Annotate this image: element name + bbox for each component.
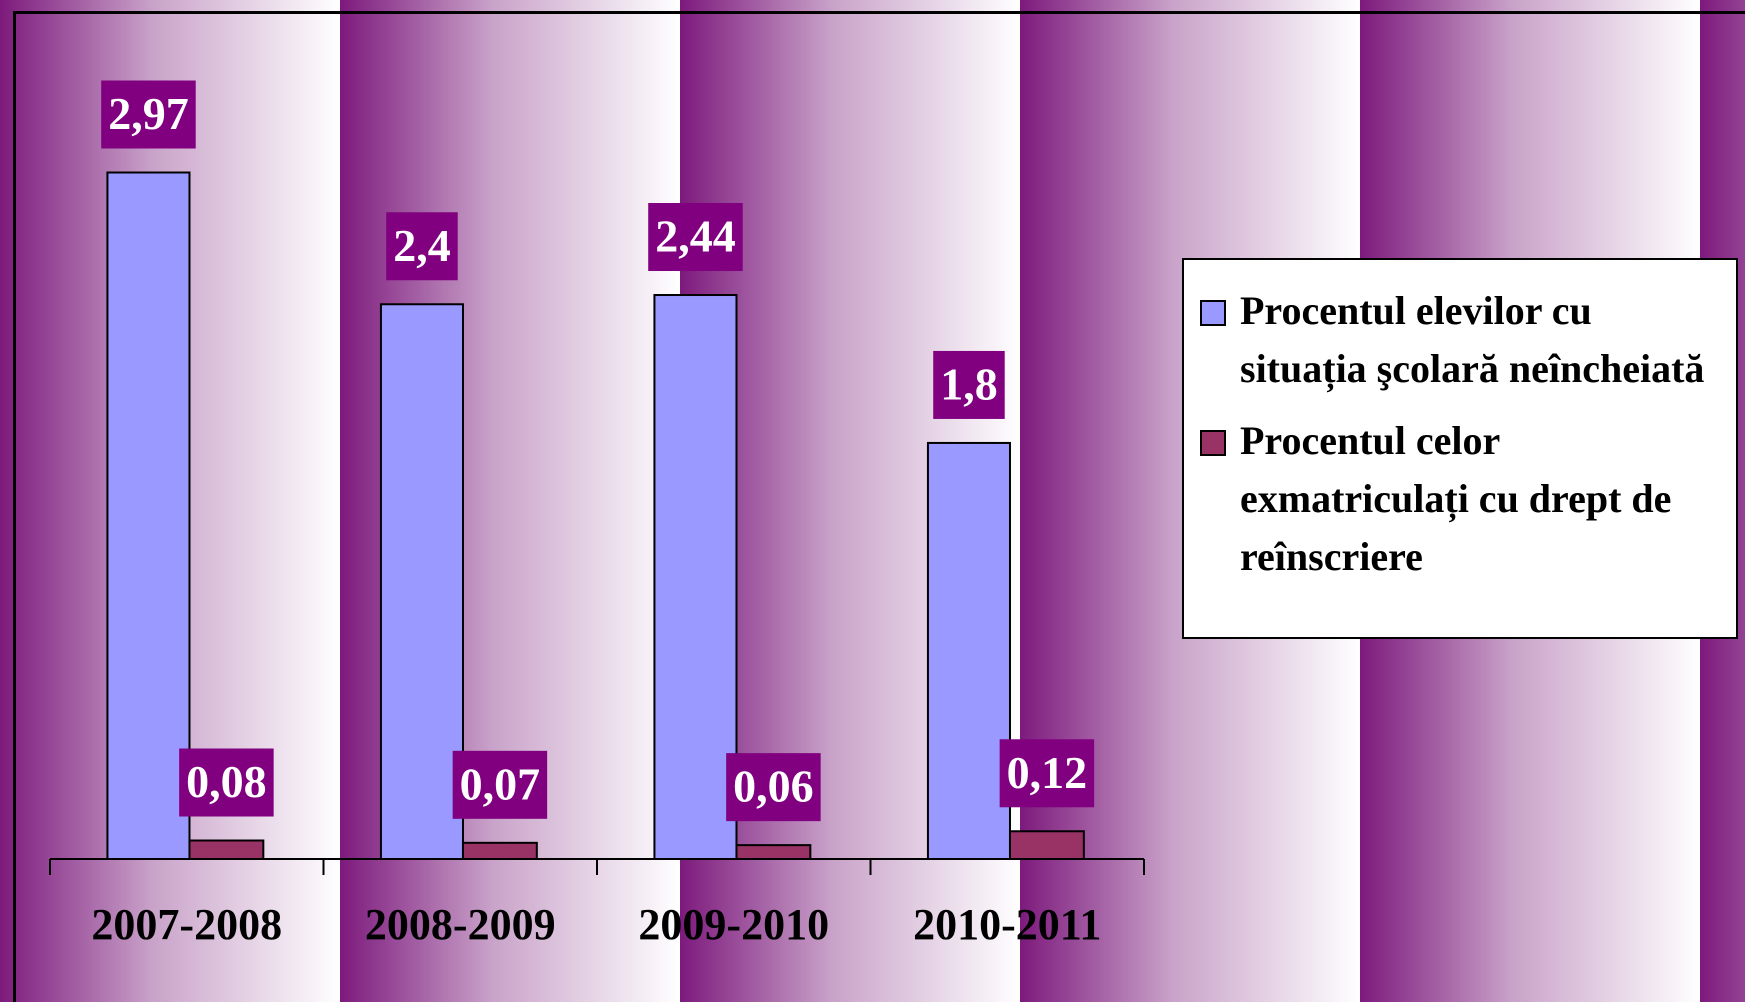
- bar: [735, 844, 812, 860]
- data-label-box: [101, 80, 196, 149]
- bar: [379, 303, 464, 860]
- data-label: 2,4: [386, 212, 458, 281]
- data-label: 0,08: [179, 748, 274, 817]
- data-label-text: 0,08: [186, 756, 267, 807]
- data-label: 0,06: [726, 753, 821, 822]
- bar: [461, 841, 538, 861]
- data-label-text: 2,97: [108, 88, 189, 139]
- x-tick-label: 2010-2011: [913, 900, 1101, 949]
- legend-label: Procentul celor exmatriculați cu drept d…: [1240, 418, 1672, 579]
- bar: [188, 839, 265, 860]
- legend-label: Procentul elevilor cu situația şcolară n…: [1240, 288, 1705, 391]
- bar: [926, 441, 1011, 860]
- x-tick-label: 2008-2009: [365, 900, 556, 949]
- data-label-box: [179, 748, 274, 817]
- data-label: 2,97: [101, 80, 196, 149]
- data-label: 2,44: [648, 203, 743, 272]
- legend-swatch: [1200, 430, 1226, 456]
- legend-entry: Procentul elevilor cu situația şcolară n…: [1200, 282, 1726, 398]
- data-label-text: 2,4: [393, 220, 451, 271]
- legend-swatch: [1200, 300, 1226, 326]
- data-label-box: [648, 203, 743, 272]
- data-label-text: 0,12: [1007, 747, 1088, 798]
- bar: [106, 171, 191, 860]
- data-label-text: 0,07: [460, 758, 541, 809]
- bar: [653, 294, 738, 860]
- data-label-text: 1,8: [940, 359, 998, 410]
- bar: [1008, 830, 1085, 861]
- data-label-text: 2,44: [655, 211, 736, 262]
- legend: Procentul elevilor cu situația şcolară n…: [1182, 258, 1738, 639]
- x-tick-label: 2009-2010: [638, 900, 829, 949]
- data-label-text: 0,06: [733, 761, 814, 812]
- data-label-box: [386, 212, 458, 281]
- data-label: 0,07: [452, 750, 548, 819]
- x-tick-label: 2007-2008: [91, 900, 282, 949]
- data-label-box: [933, 350, 1005, 419]
- data-label: 0,12: [999, 739, 1095, 808]
- data-label-box: [452, 750, 548, 819]
- data-label-box: [999, 739, 1095, 808]
- data-label: 1,8: [933, 350, 1005, 419]
- legend-entry: Procentul celor exmatriculați cu drept d…: [1200, 412, 1726, 586]
- data-label-box: [726, 753, 821, 822]
